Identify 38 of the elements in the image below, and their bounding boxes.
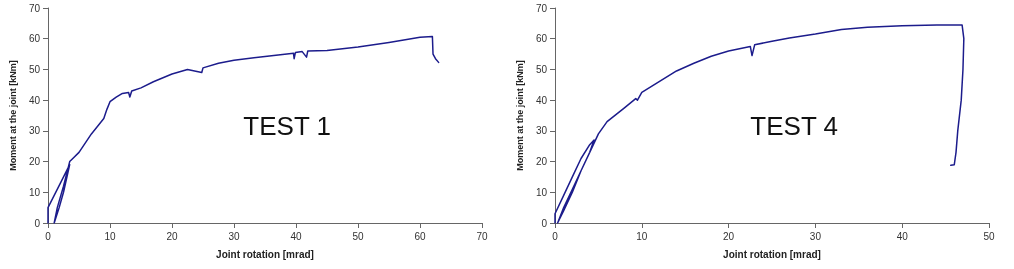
x-tick-label: 30	[228, 230, 240, 242]
y-axis-title: Moment at the joint [kNm]	[515, 60, 526, 171]
y-axis-title: Moment at the joint [kNm]	[8, 60, 19, 171]
x-tick-label: 30	[809, 230, 822, 242]
x-tick-label: 40	[896, 230, 909, 242]
x-axis-title: Joint rotation [mrad]	[723, 248, 821, 260]
annotation: TEST 4	[750, 110, 839, 141]
y-tick-label: 10	[28, 186, 41, 198]
y-tick-label: 0	[34, 217, 41, 229]
y-tick-label: 40	[28, 94, 41, 106]
line-series	[554, 24, 965, 224]
x-tick-label: 70	[476, 230, 488, 242]
annotation: TEST 1	[243, 110, 332, 141]
x-tick-label: 0	[45, 230, 52, 242]
y-tick-label: 10	[535, 186, 548, 198]
line-series	[47, 35, 440, 224]
x-tick-label: 40	[290, 230, 302, 242]
x-tick-label: 50	[352, 230, 364, 242]
x-tick-label: 0	[552, 230, 559, 242]
y-tick-label: 70	[535, 2, 548, 14]
x-tick-label: 60	[414, 230, 426, 242]
y-tick-label: 30	[535, 125, 548, 137]
x-tick-label: 10	[636, 230, 648, 242]
y-tick-label: 60	[535, 33, 548, 45]
x-tick-label: 20	[723, 230, 735, 242]
y-tick-label: 60	[28, 33, 41, 45]
y-tick-label: 30	[28, 125, 41, 137]
y-tick-label: 20	[535, 156, 548, 168]
x-axis-title: Joint rotation [mrad]	[216, 248, 314, 260]
y-tick-label: 0	[541, 217, 548, 229]
y-tick-label: 70	[28, 2, 41, 14]
y-tick-label: 20	[28, 156, 41, 168]
y-tick-label: 40	[535, 94, 548, 106]
y-tick-label: 50	[28, 63, 41, 75]
y-tick-label: 50	[535, 63, 548, 75]
x-tick-label: 20	[166, 230, 178, 242]
x-tick-label: 50	[983, 230, 995, 242]
x-tick-label: 10	[104, 230, 116, 242]
